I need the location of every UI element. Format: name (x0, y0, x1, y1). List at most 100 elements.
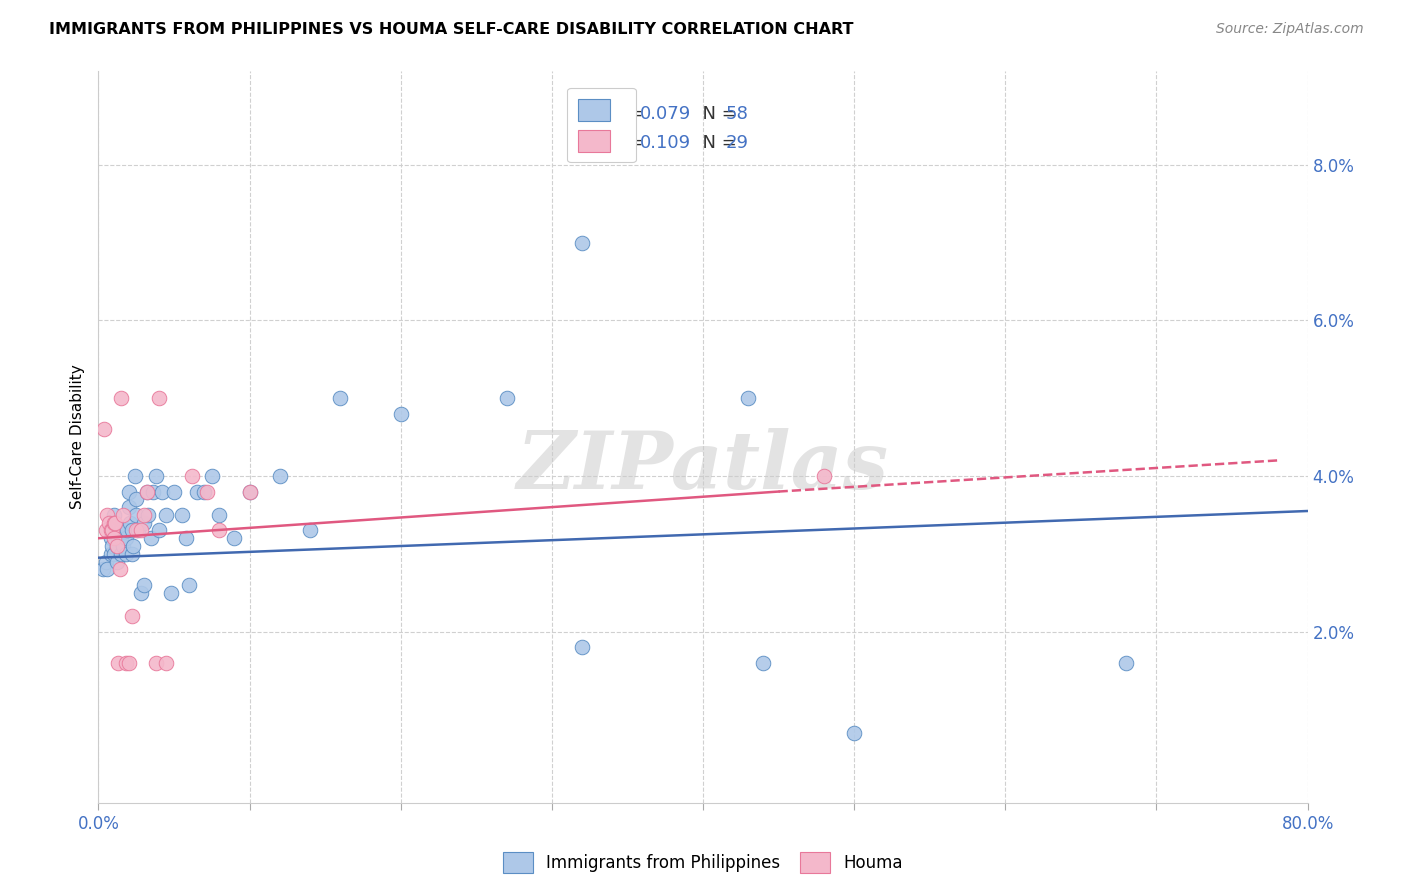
Text: N =: N = (690, 104, 742, 123)
Point (103, 524, 125, 538)
Point (239, 484, 262, 499)
Text: 0.109: 0.109 (640, 134, 692, 152)
Point (136, 508, 159, 522)
Point (181, 469, 204, 483)
Point (103, 508, 125, 522)
Point (132, 578, 155, 592)
Point (107, 656, 129, 670)
Point (114, 547, 136, 561)
Point (186, 484, 208, 499)
Point (813, 469, 835, 483)
Text: 0.079: 0.079 (640, 104, 692, 123)
Point (174, 531, 197, 545)
Point (148, 524, 170, 538)
Point (239, 484, 262, 499)
Point (94, 524, 117, 538)
Legend: , : , (567, 87, 636, 162)
Point (118, 484, 141, 499)
Point (141, 531, 163, 545)
Point (100, 531, 122, 545)
Point (96, 562, 118, 576)
Point (179, 578, 201, 592)
Point (135, 484, 157, 499)
Point (129, 585, 152, 599)
Text: ZIPatlas: ZIPatlas (517, 427, 889, 505)
Point (737, 391, 759, 405)
Point (135, 484, 157, 499)
Point (96, 508, 118, 522)
Point (110, 547, 132, 561)
Text: 29: 29 (725, 134, 749, 152)
Point (91, 562, 114, 576)
Point (495, 391, 517, 405)
Point (100, 524, 122, 538)
Point (1115, 656, 1137, 670)
Point (389, 407, 412, 421)
Point (142, 484, 165, 499)
Point (121, 524, 143, 538)
Point (125, 524, 148, 538)
Point (201, 469, 224, 483)
Point (118, 500, 141, 515)
Point (120, 516, 142, 530)
Point (103, 531, 125, 545)
Point (101, 539, 124, 553)
Text: IMMIGRANTS FROM PHILIPPINES VS HOUMA SELF-CARE DISABILITY CORRELATION CHART: IMMIGRANTS FROM PHILIPPINES VS HOUMA SEL… (49, 22, 853, 37)
Text: Source: ZipAtlas.com: Source: ZipAtlas.com (1216, 22, 1364, 37)
Point (155, 656, 177, 670)
Point (163, 484, 186, 499)
Point (145, 469, 167, 483)
Point (115, 524, 138, 538)
Text: 58: 58 (725, 104, 749, 123)
Legend: Immigrants from Philippines, Houma: Immigrants from Philippines, Houma (496, 846, 910, 880)
Point (111, 508, 134, 522)
Point (132, 516, 155, 530)
Point (125, 492, 148, 507)
Point (127, 524, 149, 538)
Text: N =: N = (690, 134, 742, 152)
Point (94, 555, 117, 569)
Point (208, 508, 231, 522)
Point (98, 516, 121, 530)
Point (121, 609, 143, 624)
Point (122, 539, 145, 553)
Point (129, 524, 152, 538)
Point (224, 531, 246, 545)
Point (571, 235, 593, 250)
Point (110, 391, 132, 405)
Point (299, 524, 322, 538)
Point (103, 547, 125, 561)
Point (121, 547, 143, 561)
Point (571, 640, 593, 655)
Point (125, 508, 148, 522)
Point (111, 539, 134, 553)
Point (844, 725, 866, 739)
Point (114, 531, 136, 545)
Point (148, 391, 170, 405)
Point (208, 524, 231, 538)
Point (329, 391, 352, 405)
Point (107, 531, 129, 545)
Point (104, 516, 127, 530)
Point (114, 656, 136, 670)
Point (193, 484, 215, 499)
Point (105, 539, 128, 553)
Text: R =: R = (610, 134, 650, 152)
Point (160, 585, 183, 599)
Point (170, 508, 193, 522)
Point (108, 524, 131, 538)
Point (100, 547, 122, 561)
Point (269, 469, 291, 483)
Point (103, 516, 125, 530)
Point (195, 484, 218, 499)
Point (132, 508, 155, 522)
Point (112, 524, 135, 538)
Point (124, 469, 146, 483)
Point (101, 524, 124, 538)
Point (93, 422, 115, 436)
Point (105, 555, 128, 569)
Y-axis label: Self-Care Disability: Self-Care Disability (70, 365, 86, 509)
Point (110, 531, 132, 545)
Point (118, 656, 141, 670)
Point (145, 656, 167, 670)
